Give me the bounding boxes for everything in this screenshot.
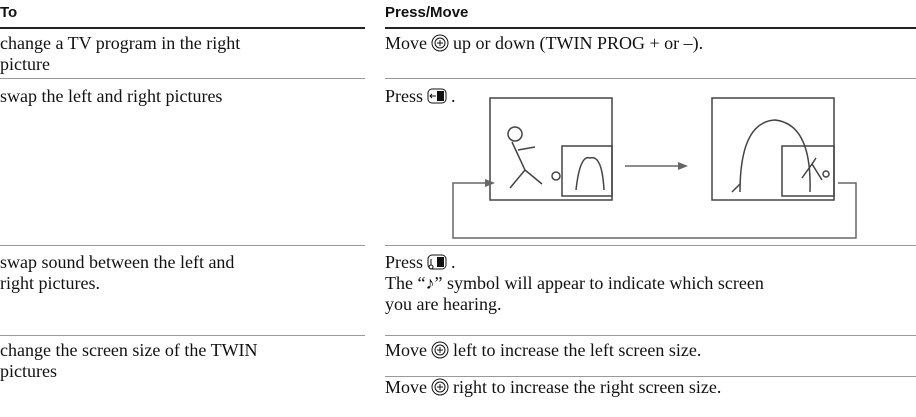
instruction: Move left to increase the left screen siz… bbox=[385, 340, 721, 361]
rule bbox=[0, 245, 365, 246]
text-line: change a TV program in the right bbox=[0, 33, 241, 53]
note-line: you are hearing. bbox=[385, 294, 502, 314]
press-cell: Press. The “♪” symbol will appear to indi… bbox=[385, 252, 764, 315]
rule bbox=[0, 78, 365, 79]
to-cell: swap the left and right pictures bbox=[0, 86, 222, 107]
text: up or down (TWIN PROG + or –). bbox=[453, 33, 704, 53]
rule bbox=[0, 335, 365, 336]
swap-diagram bbox=[452, 97, 857, 239]
rule bbox=[385, 335, 916, 336]
header: Press/Move bbox=[385, 4, 469, 21]
text: Move bbox=[385, 33, 427, 53]
instruction: Move up or down (TWIN PROG + or –). bbox=[385, 33, 703, 54]
rule bbox=[385, 27, 916, 29]
text: Press bbox=[385, 252, 424, 272]
press-cell: Move left to increase the left screen siz… bbox=[385, 340, 721, 398]
button-icon bbox=[431, 34, 449, 52]
text: . bbox=[451, 252, 456, 272]
instruction: Move right to increase the right screen s… bbox=[385, 377, 721, 398]
text-line: swap sound between the left and bbox=[0, 252, 235, 272]
to-cell: swap sound between the left and right pic… bbox=[0, 252, 234, 294]
text-line: pictures bbox=[0, 361, 57, 381]
instruction: Press. bbox=[385, 252, 764, 273]
note-line: The “♪” symbol will appear to indicate w… bbox=[385, 273, 764, 293]
text: . bbox=[451, 86, 456, 106]
button-icon bbox=[431, 378, 449, 396]
rule bbox=[385, 376, 916, 377]
rule bbox=[385, 78, 916, 79]
text-line: right pictures. bbox=[0, 273, 100, 293]
press-cell: Press. bbox=[385, 86, 456, 107]
to-cell: change the screen size of the TWIN pictur… bbox=[0, 340, 258, 382]
text-line: picture bbox=[0, 54, 50, 74]
text: Move bbox=[385, 340, 427, 360]
button-icon bbox=[427, 254, 447, 270]
rule bbox=[0, 27, 365, 29]
instruction: Press. bbox=[385, 86, 456, 107]
rule bbox=[385, 245, 916, 246]
header: To bbox=[0, 4, 18, 21]
text: Press bbox=[385, 86, 424, 106]
button-icon bbox=[431, 341, 449, 359]
press-cell: Move up or down (TWIN PROG + or –). bbox=[385, 33, 703, 54]
text-line: change the screen size of the TWIN bbox=[0, 340, 258, 360]
text: left to increase the left screen size. bbox=[453, 340, 702, 360]
text: Move bbox=[385, 377, 427, 397]
text-line: swap the left and right pictures bbox=[0, 86, 223, 106]
to-cell: change a TV program in the right picture bbox=[0, 33, 240, 75]
text: right to increase the right screen size. bbox=[453, 377, 722, 397]
button-icon bbox=[427, 88, 447, 104]
